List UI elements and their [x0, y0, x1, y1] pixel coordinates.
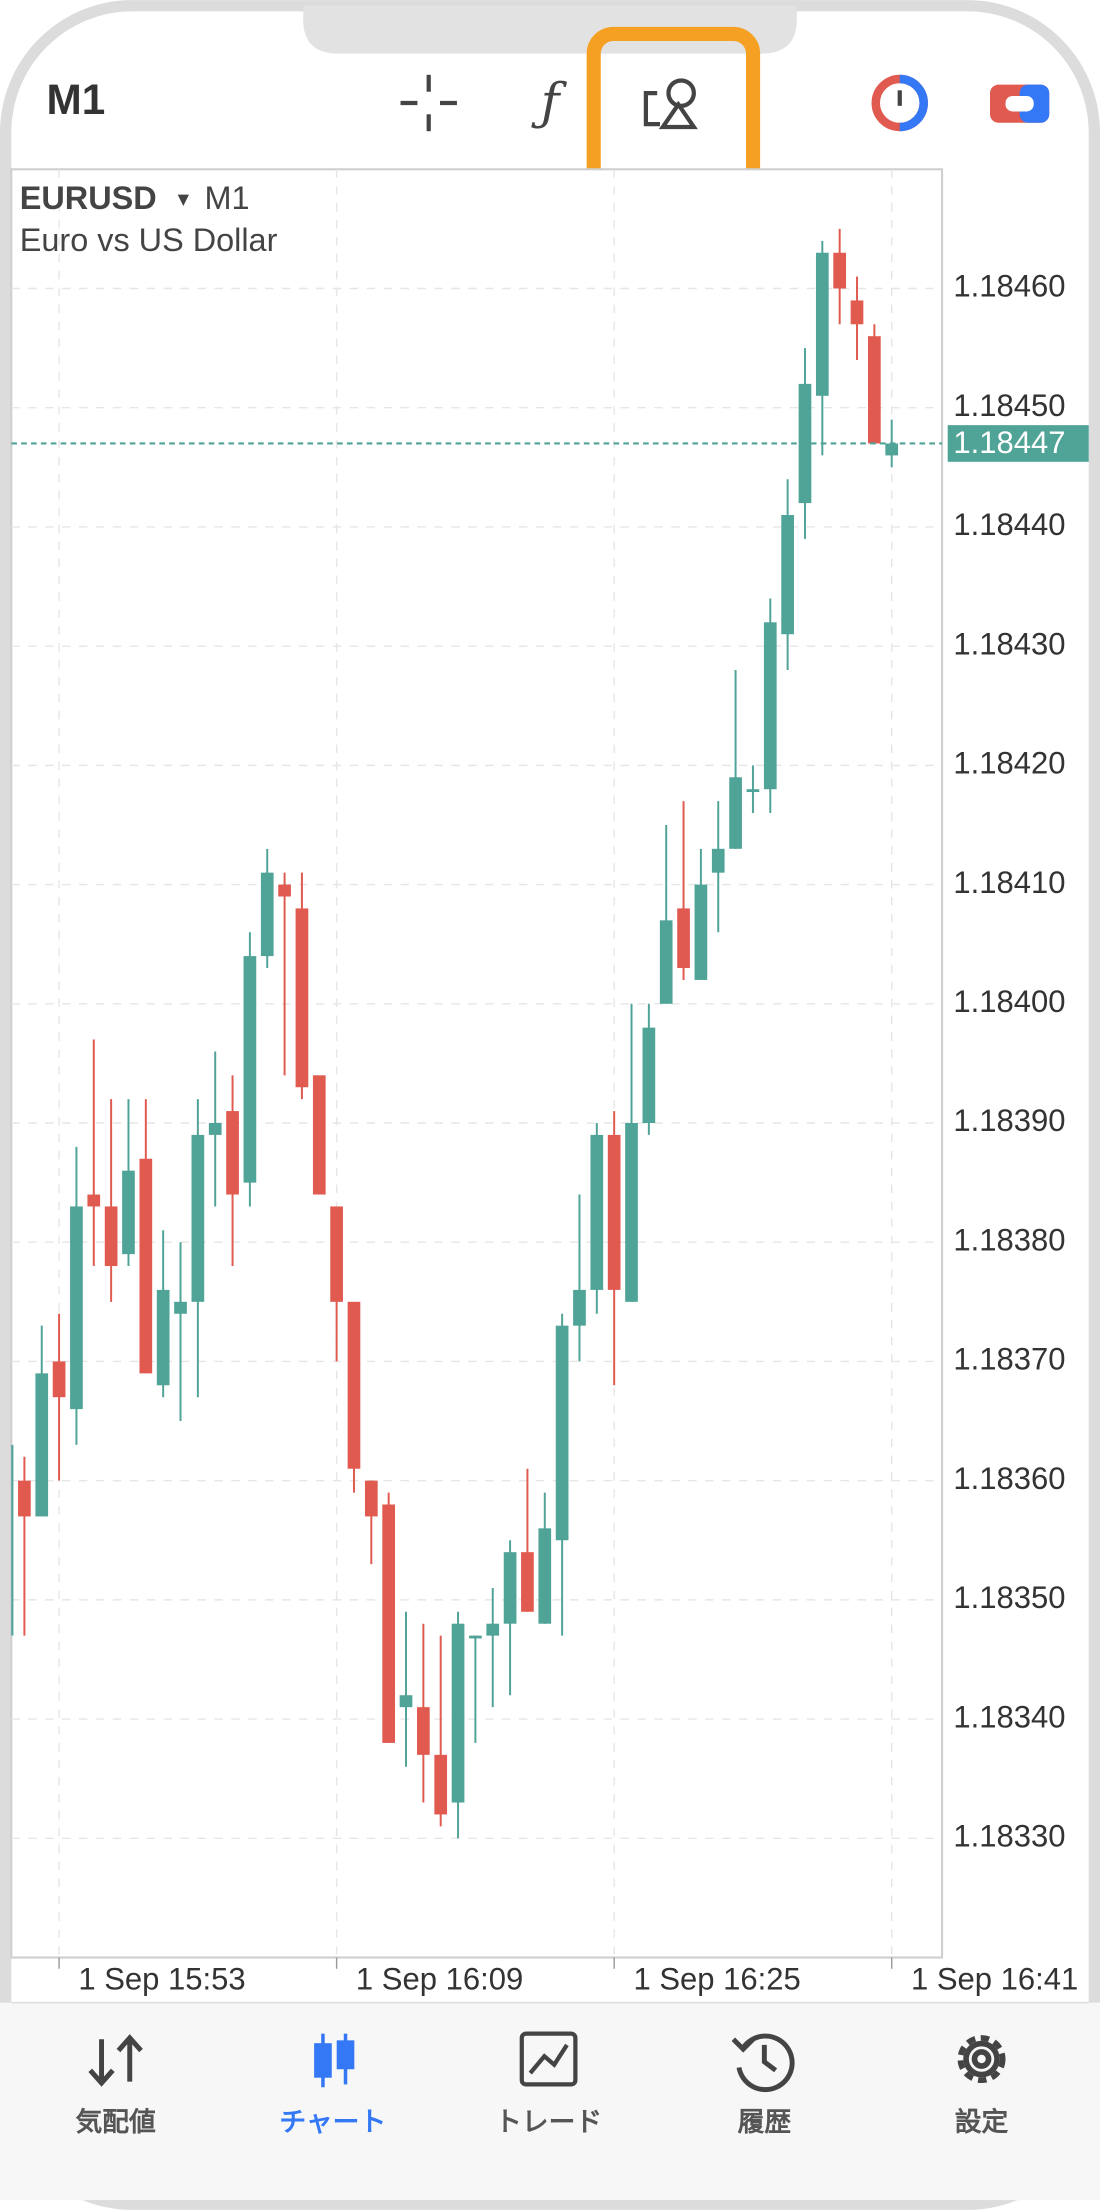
candle-body [451, 1623, 465, 1803]
timeframe-button[interactable]: M1 [47, 76, 106, 123]
nav-label[interactable]: 気配値 [75, 2106, 156, 2137]
candle-body [364, 1480, 378, 1517]
candle-body [763, 622, 777, 790]
y-tick-label: 1.18360 [953, 1461, 1065, 1496]
candle-body [781, 515, 794, 635]
candle-body [503, 1552, 517, 1624]
candle-body [104, 1206, 118, 1267]
y-tick-label: 1.18450 [953, 388, 1065, 423]
candle-body [885, 443, 899, 456]
candle-body [191, 1134, 205, 1302]
x-tick-label: 1 Sep 16:41 [911, 1962, 1078, 1997]
objects-icon[interactable] [643, 78, 698, 130]
dropdown-arrow [177, 194, 189, 206]
candle-body [174, 1301, 187, 1314]
candle-body [70, 1206, 83, 1410]
candle-body [156, 1289, 170, 1386]
chart-timeframe: M1 [204, 180, 249, 216]
subtitle: Euro vs US Dollar [20, 222, 278, 258]
x-tick-label: 1 Sep 16:09 [356, 1962, 523, 1997]
y-tick-label: 1.18410 [953, 865, 1065, 900]
x-tick-label: 1 Sep 15:53 [78, 1962, 245, 1997]
candle-body [11, 1444, 14, 1636]
nav-label[interactable]: トレード [495, 2107, 602, 2137]
candle-body [347, 1301, 361, 1469]
candle-body [417, 1707, 430, 1755]
candle-body [538, 1528, 552, 1624]
candle-body [850, 300, 864, 325]
candle-body [208, 1123, 222, 1135]
candle-body [35, 1373, 49, 1517]
y-tick-label: 1.18420 [953, 746, 1065, 781]
plot-area [10, 168, 944, 1959]
candle-body [815, 252, 829, 396]
candle-body [18, 1480, 31, 1517]
settings-icon[interactable] [957, 2035, 1006, 2084]
quotes-icon[interactable] [88, 2034, 143, 2087]
nav-label[interactable]: 履歴 [738, 2107, 792, 2137]
candle-body [52, 1361, 66, 1398]
y-tick-label: 1.18350 [953, 1580, 1065, 1615]
candle-body [243, 956, 257, 1183]
candle-body [625, 1123, 638, 1302]
trade-icon[interactable] [990, 84, 1050, 123]
last-price-label: 1.18447 [953, 425, 1065, 460]
candle-body [711, 848, 725, 873]
candle-body [833, 252, 847, 289]
y-tick-label: 1.18430 [953, 626, 1065, 661]
candle-body [555, 1325, 569, 1541]
candle-body [87, 1194, 101, 1207]
candle-body [659, 920, 673, 1004]
candle-body [122, 1170, 135, 1255]
y-tick-label: 1.18370 [953, 1342, 1065, 1377]
candle-body [729, 777, 742, 849]
timer-icon[interactable] [871, 74, 928, 132]
candle-body [399, 1695, 413, 1708]
candle-body [434, 1754, 448, 1815]
candle-body [694, 884, 708, 980]
candle-body [330, 1206, 343, 1302]
y-tick-label: 1.18400 [953, 984, 1065, 1019]
y-tick-label: 1.18440 [953, 507, 1065, 542]
candle-body [469, 1635, 482, 1639]
candle-body [642, 1027, 656, 1124]
y-tick-label: 1.18380 [953, 1222, 1065, 1257]
y-tick-label: 1.18460 [953, 269, 1065, 304]
candle-body [607, 1134, 621, 1290]
history-icon[interactable] [731, 2033, 795, 2093]
x-tick-label: 1 Sep 16:25 [633, 1962, 800, 1997]
y-tick-label: 1.18390 [953, 1103, 1065, 1138]
candle-body [260, 872, 274, 957]
candle-body [590, 1134, 604, 1290]
candle-body [278, 884, 291, 897]
candle-body [746, 789, 760, 793]
candle-body [139, 1158, 153, 1374]
candle-body [521, 1552, 534, 1612]
candle-body [486, 1623, 500, 1636]
candle-body [226, 1111, 239, 1195]
nav-label[interactable]: チャート [279, 2107, 386, 2137]
candle-body [677, 908, 690, 969]
candle-body [295, 908, 309, 1088]
y-tick-label: 1.18330 [953, 1818, 1065, 1853]
candle-body [573, 1289, 586, 1326]
last-price-box [947, 425, 1089, 462]
crosshair-icon[interactable] [400, 74, 457, 132]
notch [303, 5, 797, 54]
candle-body [382, 1504, 396, 1743]
candle-body [868, 336, 881, 444]
candle-body [312, 1075, 326, 1195]
chart-icon[interactable] [314, 2033, 355, 2088]
y-tick-label: 1.18340 [953, 1699, 1065, 1734]
nav-label[interactable]: 設定 [955, 2106, 1009, 2137]
symbol: EURUSD [20, 180, 157, 216]
trade-nav-icon[interactable] [519, 2031, 578, 2087]
